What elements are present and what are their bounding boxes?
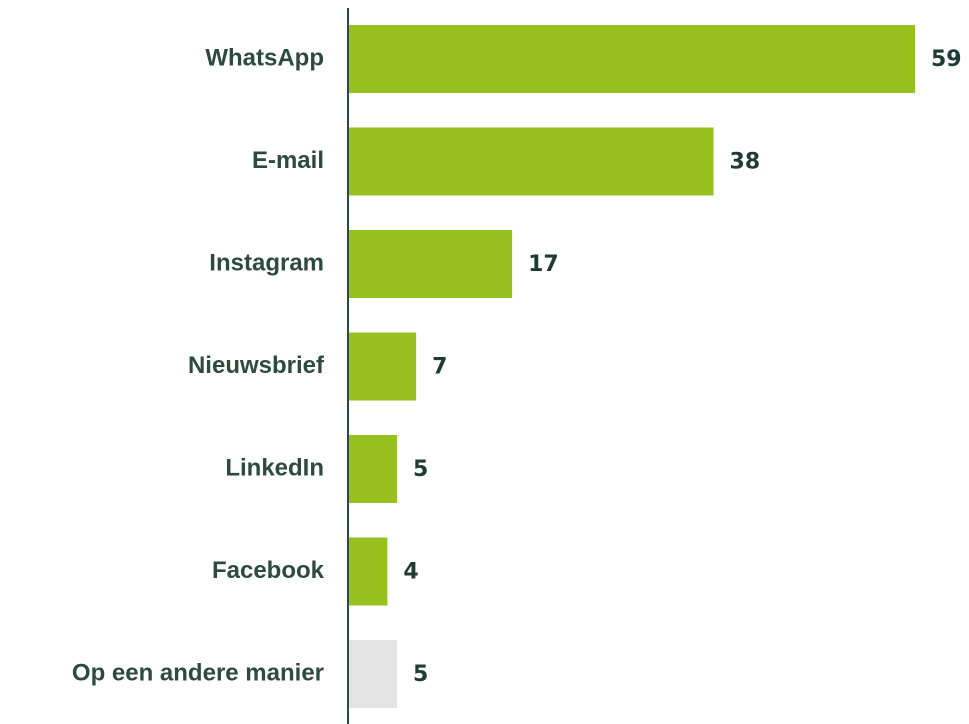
value-label-3: 7 [432,355,447,380]
bar-6 [349,640,397,708]
bar-2 [349,230,513,298]
bar-3 [349,332,417,401]
category-label-0: WhatsApp [205,44,324,71]
value-label-4: 5 [413,457,428,482]
bar-4 [349,435,397,503]
bar-1 [349,127,714,196]
category-label-3: Nieuwsbrief [188,352,325,379]
value-label-1: 38 [730,150,761,175]
value-label-6: 5 [413,662,428,687]
category-label-4: LinkedIn [225,454,324,481]
bar-0 [349,25,915,93]
value-label-2: 17 [528,252,559,277]
category-label-6: Op een andere manier [72,659,324,686]
bar-5 [349,537,388,606]
value-label-0: 59 [931,47,962,72]
value-label-5: 4 [403,560,418,585]
category-label-1: E-mail [252,147,324,174]
category-label-5: Facebook [212,557,325,584]
category-label-2: Instagram [209,249,324,276]
bars-group: WhatsApp 59 E-mail 38 Instagram 17 Nieuwsbrief… [72,25,962,708]
